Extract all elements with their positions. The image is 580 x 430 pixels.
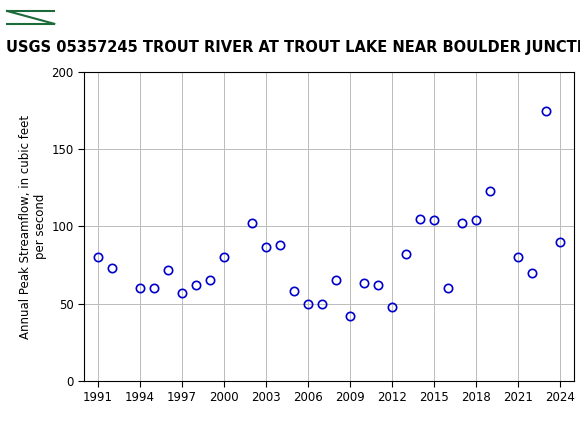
Bar: [5, 3, 57, 35]
Text: USGS: USGS: [66, 9, 125, 28]
Y-axis label: Annual Peak Streamflow, in cubic feet
per second: Annual Peak Streamflow, in cubic feet pe…: [19, 114, 47, 338]
Text: USGS 05357245 TROUT RIVER AT TROUT LAKE NEAR BOULDER JUNCTION,WI: USGS 05357245 TROUT RIVER AT TROUT LAKE …: [6, 40, 580, 55]
